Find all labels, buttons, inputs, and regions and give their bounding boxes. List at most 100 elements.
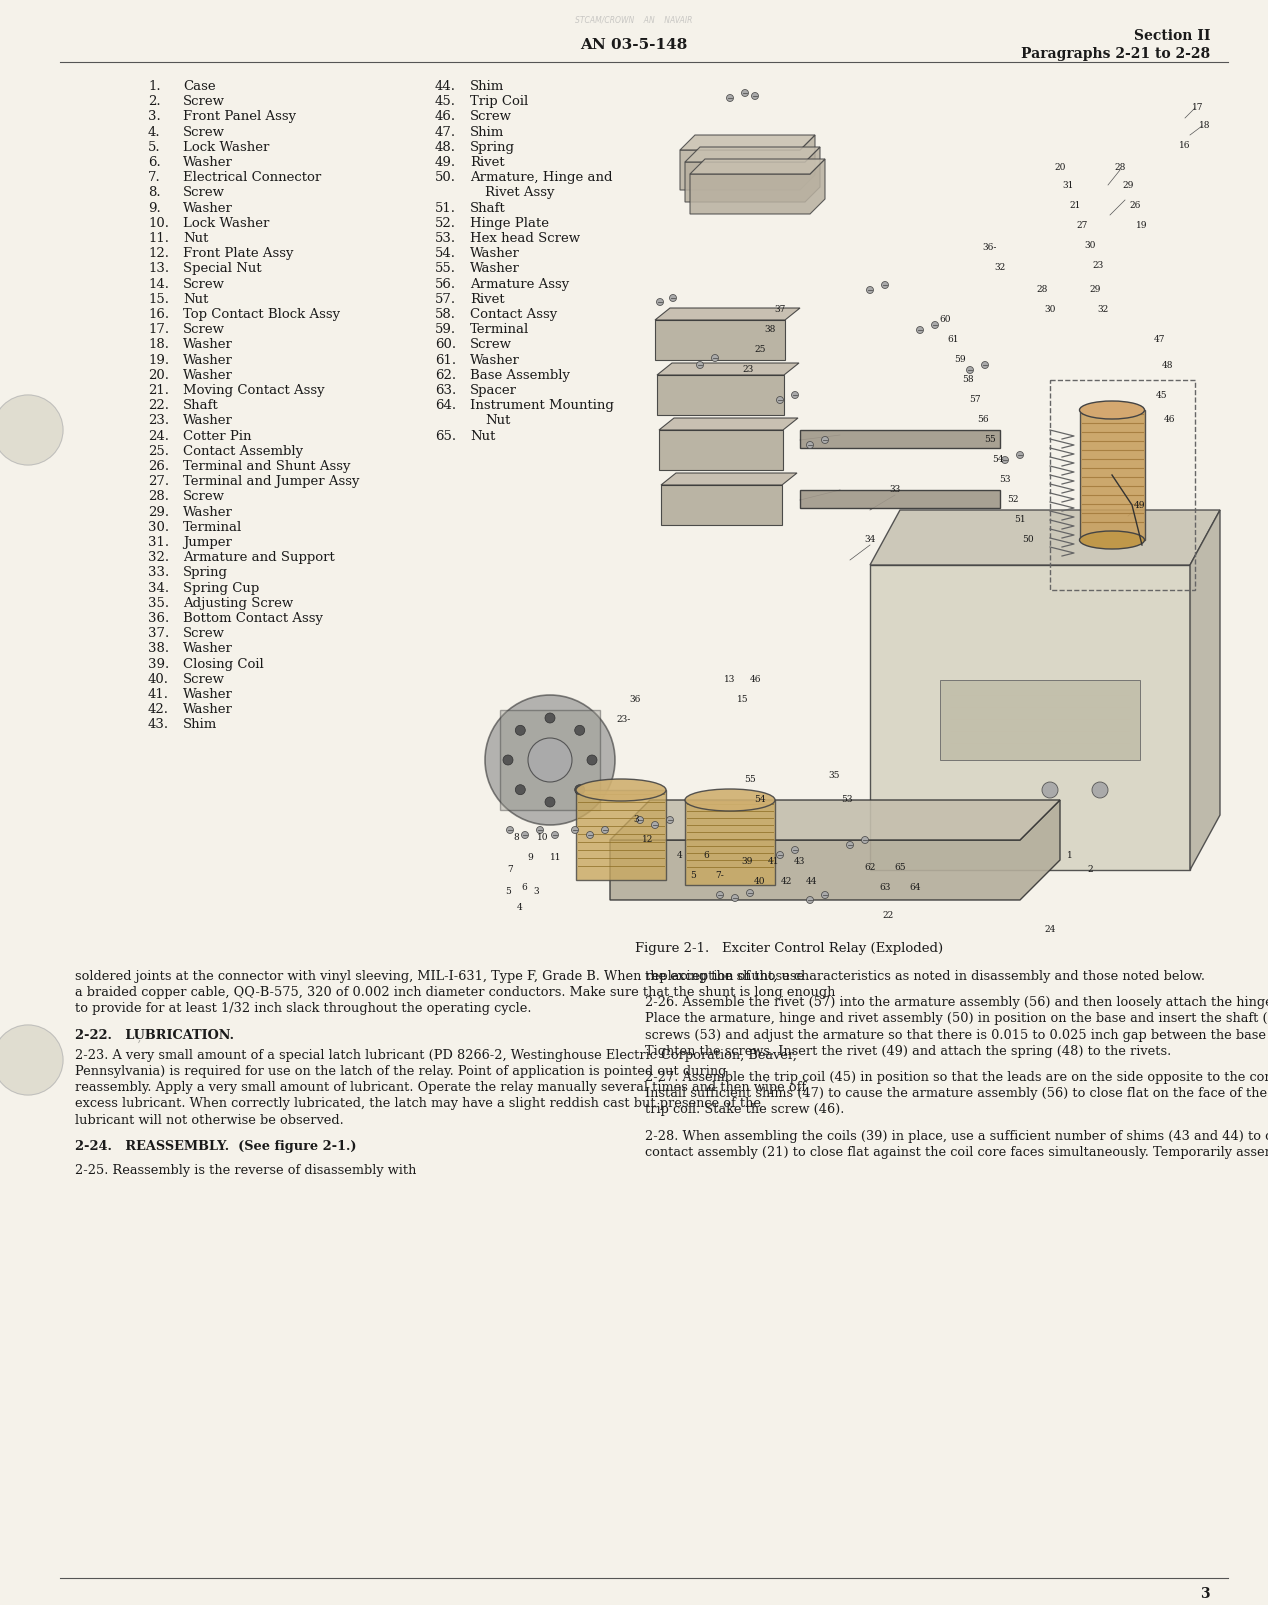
Text: lubricant will not otherwise be observed.: lubricant will not otherwise be observed… — [75, 1114, 344, 1127]
Polygon shape — [870, 565, 1189, 870]
Ellipse shape — [685, 790, 775, 811]
Text: 29: 29 — [1122, 180, 1134, 189]
Text: to provide for at least 1/32 inch slack throughout the operating cycle.: to provide for at least 1/32 inch slack … — [75, 1003, 531, 1016]
Text: 20: 20 — [1054, 164, 1065, 172]
Text: 46: 46 — [1164, 416, 1175, 424]
Text: 9.: 9. — [148, 202, 161, 215]
Text: 20.: 20. — [148, 369, 169, 382]
Text: 33: 33 — [889, 485, 900, 494]
Text: 42: 42 — [780, 878, 791, 886]
Text: Armature and Support: Armature and Support — [183, 551, 335, 565]
Bar — [661, 485, 782, 525]
Text: 8: 8 — [514, 833, 519, 843]
Polygon shape — [659, 417, 798, 430]
Text: 34.: 34. — [148, 581, 169, 594]
Text: Spring: Spring — [183, 567, 228, 579]
Text: 35: 35 — [828, 770, 839, 780]
Polygon shape — [870, 510, 1220, 565]
Text: 16: 16 — [1179, 141, 1191, 149]
Text: 27: 27 — [1077, 220, 1088, 230]
Text: Terminal and Jumper Assy: Terminal and Jumper Assy — [183, 475, 360, 488]
Text: 45.: 45. — [435, 95, 456, 108]
Text: 11: 11 — [550, 854, 562, 862]
Circle shape — [711, 355, 719, 361]
Text: 59.: 59. — [435, 323, 456, 335]
Text: Top Contact Block Assy: Top Contact Block Assy — [183, 308, 340, 321]
Text: 22: 22 — [883, 910, 894, 920]
Text: 37: 37 — [775, 305, 786, 315]
Text: 54: 54 — [754, 796, 766, 804]
Bar — [500, 709, 600, 811]
Text: 39.: 39. — [148, 658, 169, 671]
Text: 37.: 37. — [148, 628, 169, 640]
Text: 51.: 51. — [435, 202, 456, 215]
Text: 18.: 18. — [148, 339, 169, 351]
Text: Washer: Washer — [183, 689, 233, 701]
Text: Washer: Washer — [183, 369, 233, 382]
Text: 41: 41 — [767, 857, 779, 867]
Text: 58: 58 — [962, 376, 974, 385]
Text: Washer: Washer — [183, 353, 233, 366]
Text: a braided copper cable, QQ-B-575, 320 of 0.002 inch diameter conductors. Make su: a braided copper cable, QQ-B-575, 320 of… — [75, 985, 836, 1000]
Text: 46: 46 — [751, 676, 762, 684]
Bar — [657, 376, 784, 416]
Text: 17: 17 — [1192, 103, 1203, 111]
Text: Washer: Washer — [183, 642, 233, 655]
Text: contact assembly (21) to close flat against the coil core faces simultaneously. : contact assembly (21) to close flat agai… — [645, 1146, 1268, 1159]
Text: Screw: Screw — [470, 111, 512, 124]
Text: 24: 24 — [1045, 926, 1056, 934]
Text: 31.: 31. — [148, 536, 169, 549]
Text: STCAM/CROWN    AN    NAVAIR: STCAM/CROWN AN NAVAIR — [576, 16, 692, 24]
Circle shape — [752, 93, 758, 100]
Text: Closing Coil: Closing Coil — [183, 658, 264, 671]
Circle shape — [932, 321, 938, 329]
Text: 3: 3 — [1201, 1587, 1210, 1602]
Text: 4: 4 — [677, 851, 683, 860]
Text: screws (53) and adjust the armature so that there is 0.015 to 0.025 inch gap bet: screws (53) and adjust the armature so t… — [645, 1029, 1268, 1042]
Text: Base Assembly: Base Assembly — [470, 369, 571, 382]
Text: Contact Assembly: Contact Assembly — [183, 445, 303, 457]
Text: Lock Washer: Lock Washer — [183, 217, 269, 230]
Text: Washer: Washer — [183, 506, 233, 518]
Text: 50.: 50. — [435, 172, 456, 185]
Bar — [800, 490, 1000, 509]
Text: 49: 49 — [1135, 501, 1146, 509]
Text: 60.: 60. — [435, 339, 456, 351]
Circle shape — [0, 1026, 63, 1095]
Bar — [576, 790, 666, 880]
Text: trip coil. Stake the screw (46).: trip coil. Stake the screw (46). — [645, 1103, 844, 1117]
Text: 2.: 2. — [148, 95, 161, 108]
Polygon shape — [685, 148, 820, 202]
Text: 2-22.   LUBRICATION.: 2-22. LUBRICATION. — [75, 1029, 235, 1042]
Polygon shape — [690, 159, 825, 173]
Circle shape — [637, 817, 643, 823]
Text: 18: 18 — [1200, 120, 1211, 130]
Ellipse shape — [576, 778, 666, 801]
Text: 30.: 30. — [148, 520, 169, 534]
Text: Screw: Screw — [183, 323, 224, 335]
Text: 9: 9 — [527, 854, 533, 862]
Text: 49.: 49. — [435, 156, 456, 169]
Text: 10.: 10. — [148, 217, 169, 230]
Text: excess lubricant. When correctly lubricated, the latch may have a slight reddish: excess lubricant. When correctly lubrica… — [75, 1098, 761, 1111]
Text: 57.: 57. — [435, 292, 456, 307]
Text: 38: 38 — [765, 326, 776, 334]
Text: Install sufficient shims (47) to cause the armature assembly (56) to close flat : Install sufficient shims (47) to cause t… — [645, 1087, 1268, 1099]
Text: 42.: 42. — [148, 703, 169, 716]
Text: Washer: Washer — [470, 353, 520, 366]
Text: 11.: 11. — [148, 233, 169, 246]
Text: 27.: 27. — [148, 475, 169, 488]
Text: 10: 10 — [538, 833, 549, 843]
Circle shape — [917, 326, 923, 334]
Circle shape — [601, 827, 609, 833]
Text: the exception of those characteristics as noted in disassembly and those noted b: the exception of those characteristics a… — [645, 969, 1205, 982]
Text: Screw: Screw — [183, 125, 224, 138]
Text: 61: 61 — [947, 335, 959, 345]
Text: 23-: 23- — [616, 716, 631, 724]
Text: Rivet: Rivet — [470, 156, 505, 169]
Text: 44: 44 — [806, 878, 818, 886]
Text: 2-26. Assemble the rivet (57) into the armature assembly (56) and then loosely a: 2-26. Assemble the rivet (57) into the a… — [645, 997, 1268, 1010]
Circle shape — [866, 287, 874, 294]
Text: 4.: 4. — [148, 125, 161, 138]
Bar — [940, 681, 1140, 761]
